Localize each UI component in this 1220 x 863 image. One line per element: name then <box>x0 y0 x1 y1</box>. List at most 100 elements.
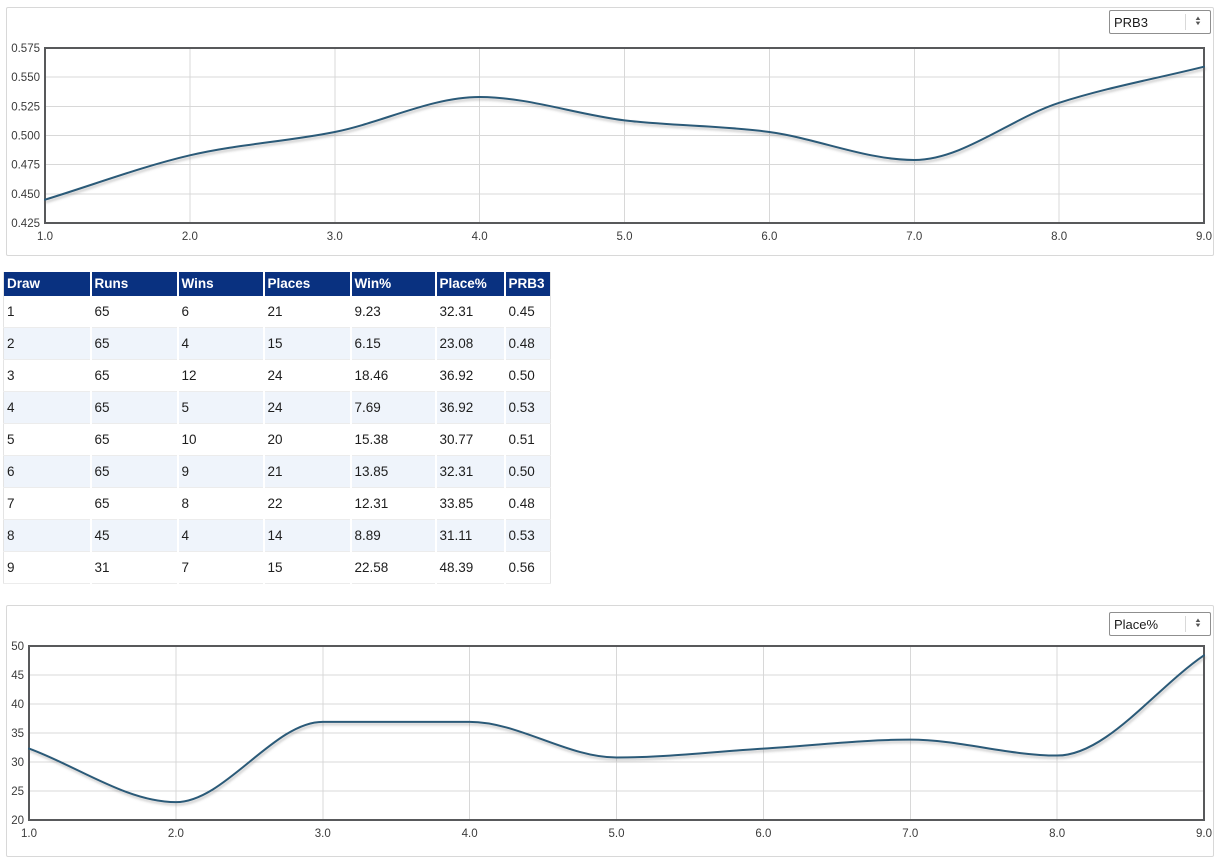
table-cell: 21 <box>263 296 352 328</box>
table-cell: 13.85 <box>350 455 437 488</box>
metric-select-bottom-value: Place% <box>1114 616 1159 632</box>
table-cell: 36.92 <box>435 359 506 392</box>
table-cell: 21 <box>263 455 352 488</box>
x-tick-label: 2.0 <box>168 828 184 840</box>
table-cell: 0.51 <box>504 423 551 456</box>
y-tick-label: 0.475 <box>11 160 40 172</box>
y-tick-label: 30 <box>11 757 24 769</box>
x-tick-label: 4.0 <box>472 231 488 243</box>
table-cell: 5 <box>177 391 265 424</box>
table-cell: 24 <box>263 391 352 424</box>
table-cell: 31.11 <box>435 519 506 552</box>
x-tick-label: 8.0 <box>1049 828 1065 840</box>
y-tick-label: 0.550 <box>11 72 40 84</box>
y-tick-label: 0.450 <box>11 189 40 201</box>
y-tick-label: 0.525 <box>11 101 40 113</box>
place-pct-chart-panel: Place% ▲ ▼ 1.0 2.0 3.0 4.0 5.0 6.0 7.0 8.0 9.0 20… <box>6 605 1214 857</box>
x-tick-label: 1.0 <box>37 231 53 243</box>
table-cell: 65 <box>90 296 179 328</box>
table-cell: 32.31 <box>435 296 506 328</box>
table-cell: 1 <box>3 296 92 328</box>
x-tick-label: 5.0 <box>609 828 625 840</box>
table-cell: 15 <box>263 551 352 584</box>
table-cell: 22 <box>263 487 352 520</box>
table-cell: 32.31 <box>435 455 506 488</box>
table-cell: 9.23 <box>350 296 437 328</box>
table-cell: 2 <box>3 327 92 360</box>
y-tick-label: 20 <box>11 815 24 827</box>
table-cell: 10 <box>177 423 265 456</box>
column-header-wins: Wins <box>177 272 265 296</box>
table-header-row: Draw Runs Wins Places Win% Place% PRB3 <box>3 272 551 296</box>
column-header-win: Win% <box>350 272 437 296</box>
table-cell: 30.77 <box>435 423 506 456</box>
table-cell: 3 <box>3 359 92 392</box>
x-tick-label: 7.0 <box>902 828 918 840</box>
table-cell: 4 <box>177 327 265 360</box>
x-tick-label: 1.0 <box>21 828 37 840</box>
table-cell: 0.48 <box>504 487 551 520</box>
x-tick-label: 2.0 <box>182 231 198 243</box>
table-cell: 65 <box>90 487 179 520</box>
table-cell: 48.39 <box>435 551 506 584</box>
draw-statistics-table: Draw Runs Wins Places Win% Place% PRB3 1 65 6 21 9… <box>3 272 551 584</box>
table-cell: 9 <box>3 551 92 584</box>
spinner-up-icon: ▲ <box>1194 618 1202 624</box>
x-tick-label: 3.0 <box>327 231 343 243</box>
table-cell: 31 <box>90 551 179 584</box>
table-cell: 65 <box>90 423 179 456</box>
x-tick-label: 6.0 <box>761 231 777 243</box>
table-cell: 8.89 <box>350 519 437 552</box>
y-tick-label: 40 <box>11 699 24 711</box>
y-tick-label: 35 <box>11 728 24 740</box>
table-cell: 36.92 <box>435 391 506 424</box>
table-cell: 20 <box>263 423 352 456</box>
table-cell: 18.46 <box>350 359 437 392</box>
select-spinner-icon: ▲ ▼ <box>1185 616 1210 632</box>
spinner-up-icon: ▲ <box>1194 16 1202 22</box>
prb3-chart-panel: PRB3 ▲ ▼ 1.0 2.0 3.0 4.0 5.0 6.0 7.0 8.0 9.0 0.42… <box>6 7 1214 256</box>
table-cell: 7.69 <box>350 391 437 424</box>
table-row: 7 65 8 22 12.31 33.85 0.48 <box>3 487 551 520</box>
table-cell: 65 <box>90 391 179 424</box>
prb3-line-chart: 1.0 2.0 3.0 4.0 5.0 6.0 7.0 8.0 9.0 0.425 0.450 0.4… <box>11 43 1212 243</box>
table-cell: 14 <box>263 519 352 552</box>
table-cell: 22.58 <box>350 551 437 584</box>
table-cell: 45 <box>90 519 179 552</box>
table-cell: 7 <box>3 487 92 520</box>
table-cell: 33.85 <box>435 487 506 520</box>
x-tick-label: 9.0 <box>1196 828 1212 840</box>
column-header-place: Place% <box>435 272 506 296</box>
table-cell: 0.50 <box>504 455 551 488</box>
table-row: 5 65 10 20 15.38 30.77 0.51 <box>3 423 551 456</box>
table-cell: 12 <box>177 359 265 392</box>
metric-select-top[interactable]: PRB3 ▲ ▼ <box>1109 10 1211 34</box>
x-tick-label: 6.0 <box>755 828 771 840</box>
table-cell: 65 <box>90 359 179 392</box>
table-body: 1 65 6 21 9.23 32.31 0.45 2 65 4 15 6.15 23.08 0.48 3 6… <box>3 296 551 584</box>
x-tick-label: 9.0 <box>1196 231 1212 243</box>
column-header-draw: Draw <box>3 272 92 296</box>
table-cell: 23.08 <box>435 327 506 360</box>
metric-select-bottom[interactable]: Place% ▲ ▼ <box>1109 612 1211 636</box>
table-cell: 0.56 <box>504 551 551 584</box>
table-cell: 8 <box>177 487 265 520</box>
table-cell: 0.53 <box>504 519 551 552</box>
table-cell: 6 <box>3 455 92 488</box>
table-cell: 4 <box>177 519 265 552</box>
x-tick-label: 3.0 <box>315 828 331 840</box>
table-cell: 8 <box>3 519 92 552</box>
y-tick-label: 0.575 <box>11 43 40 55</box>
table-cell: 0.48 <box>504 327 551 360</box>
table-cell: 6.15 <box>350 327 437 360</box>
table-row: 1 65 6 21 9.23 32.31 0.45 <box>3 296 551 328</box>
table-cell: 15 <box>263 327 352 360</box>
table-cell: 65 <box>90 455 179 488</box>
table-cell: 0.53 <box>504 391 551 424</box>
draw-statistics-table-wrap: Draw Runs Wins Places Win% Place% PRB3 1 65 6 21 9… <box>3 272 551 584</box>
spinner-down-icon: ▼ <box>1194 623 1202 629</box>
x-tick-label: 4.0 <box>462 828 478 840</box>
table-cell: 9 <box>177 455 265 488</box>
column-header-prb3: PRB3 <box>504 272 551 296</box>
y-tick-label: 50 <box>11 641 24 653</box>
